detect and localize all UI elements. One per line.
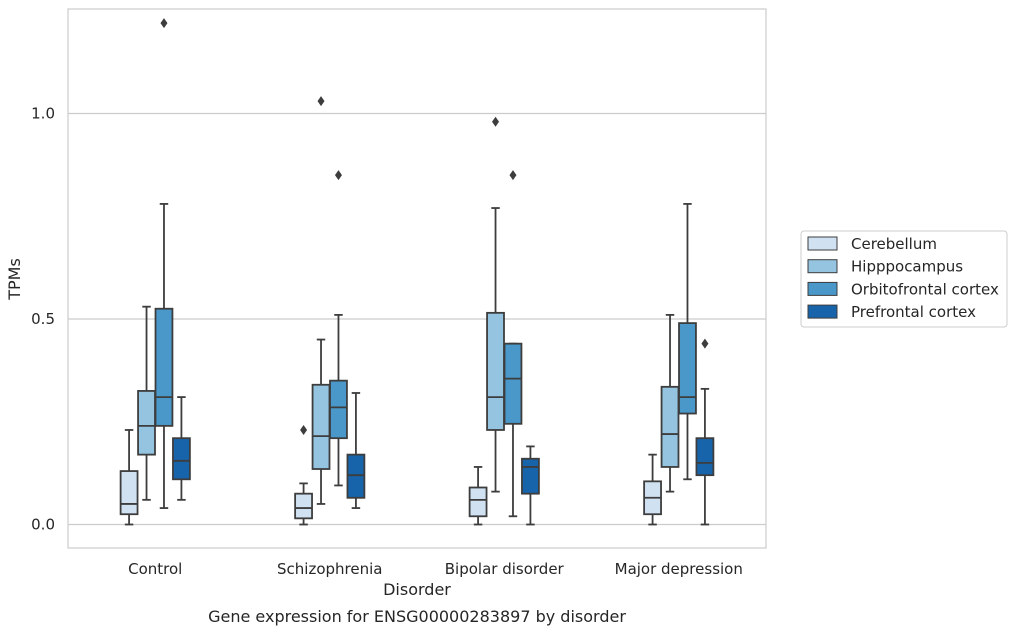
legend-swatch [807, 259, 838, 274]
y-tick-label: 0.0 [31, 516, 55, 534]
box-3-2 [678, 203, 697, 481]
y-tick-labels: 0.00.51.01.52.0 [31, 105, 55, 534]
box-body [311, 383, 331, 470]
y-axis-label: TPMs [5, 258, 24, 301]
legend-label: Prefrontal cortex [851, 303, 976, 321]
legend-swatch [807, 236, 838, 251]
legend-swatch [807, 281, 838, 296]
outlier-point [492, 116, 500, 127]
x-tick-label: Control [128, 560, 182, 578]
legend-swatch [807, 304, 838, 319]
x-tick-labels: Control Schizophrenia Bipolar disorder Majo… [128, 560, 743, 578]
box-1-3 [346, 392, 366, 509]
legend-label: Orbitofrontal cortex [851, 280, 999, 298]
outlier-point [317, 96, 325, 107]
box-plots [119, 18, 715, 526]
x-axis-label: Disorder [383, 580, 451, 599]
box-body [154, 307, 174, 427]
legend: Cerebellum Hipppocampus Orbitofrontal cort… [800, 230, 1008, 328]
box-body [137, 390, 156, 456]
box-2-1 [486, 116, 505, 493]
y-tick-label: 0.5 [31, 310, 55, 328]
box-1-2 [329, 170, 348, 487]
box-body [503, 342, 523, 425]
outlier-point [701, 338, 709, 349]
box-body [294, 492, 313, 520]
box-body [329, 379, 348, 440]
box-0-2 [154, 18, 174, 509]
plot-frame [67, 8, 767, 549]
x-tick-label: Major depression [615, 560, 743, 578]
legend-frame [800, 230, 1008, 328]
outlier-point [509, 170, 517, 181]
x-tick-label: Bipolar disorder [445, 560, 565, 578]
box-body [346, 453, 366, 499]
box-0-3 [172, 396, 191, 501]
box-body [468, 486, 488, 518]
chart-title: Gene expression for ENSG00000283897 by d… [208, 607, 626, 626]
box-3-1 [660, 313, 680, 493]
box-1-1 [311, 96, 331, 505]
box-body [119, 470, 139, 516]
x-tick-label: Schizophrenia [277, 560, 382, 578]
box-1-0 [294, 424, 313, 526]
outlier-point [300, 424, 308, 435]
legend-label: Cerebellum [851, 235, 937, 253]
box-body [521, 457, 540, 495]
box-body [678, 322, 697, 415]
box-body [486, 311, 505, 431]
box-0-1 [137, 305, 156, 501]
outlier-point [334, 170, 342, 181]
box-3-0 [643, 453, 662, 526]
box-body [660, 385, 680, 468]
outlier-point [160, 18, 168, 29]
box-2-0 [468, 466, 488, 526]
box-3-3 [695, 338, 715, 526]
box-2-3 [521, 445, 540, 526]
box-2-2 [503, 170, 523, 518]
box-body [695, 437, 715, 477]
y-tick-label: 1.0 [31, 105, 55, 123]
box-0-0 [119, 429, 139, 526]
box-body [172, 437, 191, 481]
legend-label: Hipppocampus [851, 258, 963, 276]
